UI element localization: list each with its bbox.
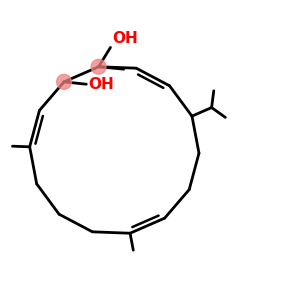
Text: OH: OH	[112, 31, 138, 46]
Circle shape	[57, 74, 71, 89]
Circle shape	[91, 59, 106, 74]
Text: OH: OH	[88, 77, 114, 92]
